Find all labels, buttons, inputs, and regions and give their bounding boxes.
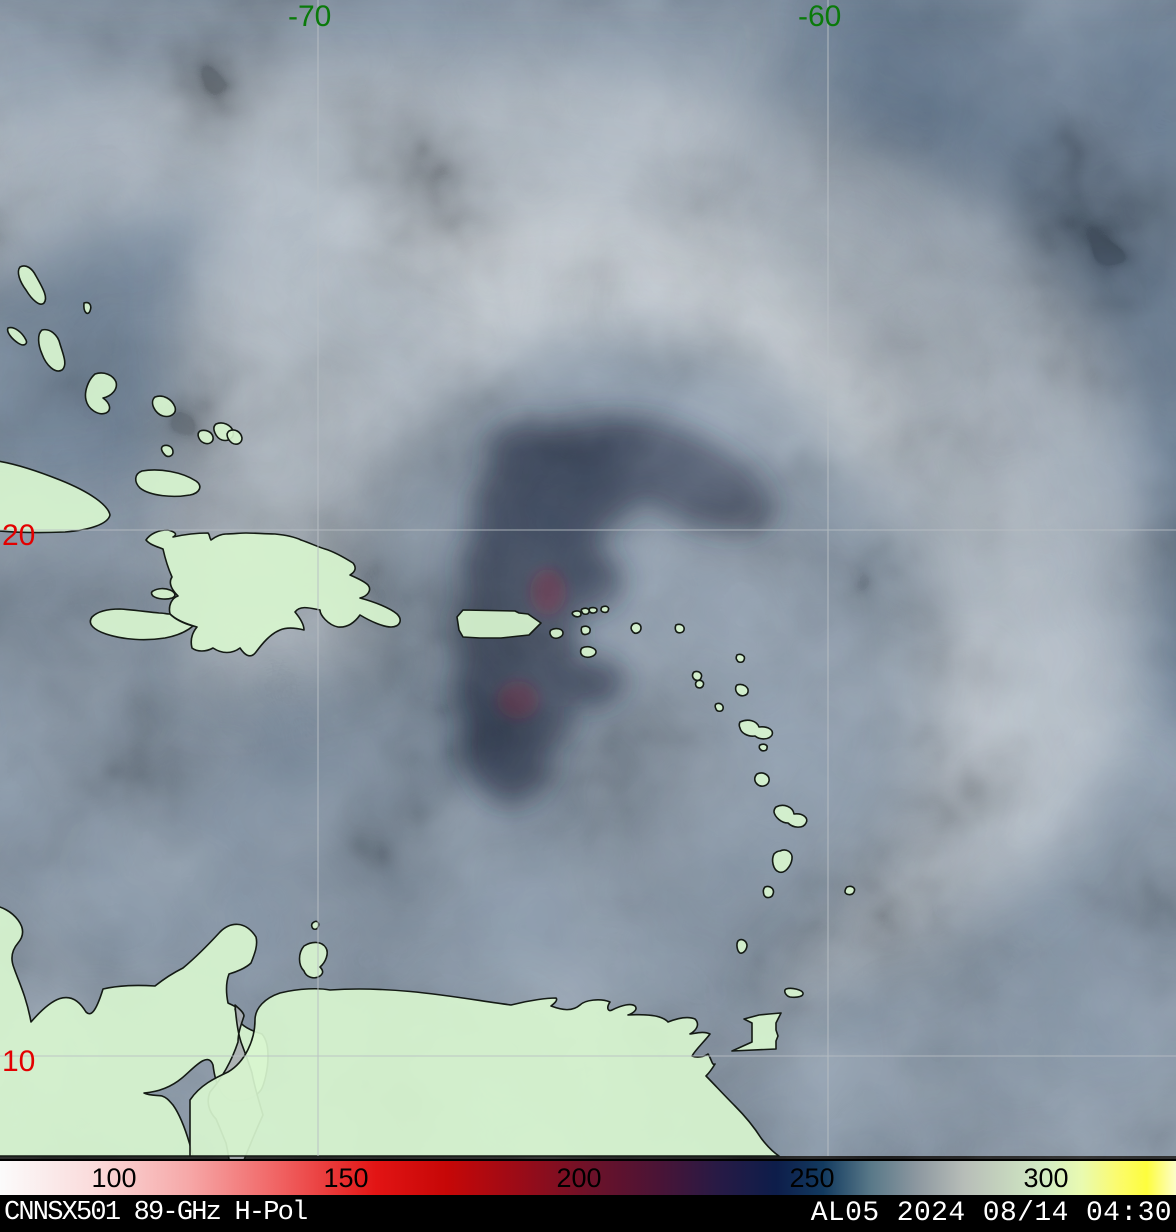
svg-text:20: 20 xyxy=(2,519,35,552)
svg-text:10: 10 xyxy=(2,1045,35,1078)
svg-text:-70: -70 xyxy=(288,0,331,33)
svg-text:-60: -60 xyxy=(798,0,841,33)
